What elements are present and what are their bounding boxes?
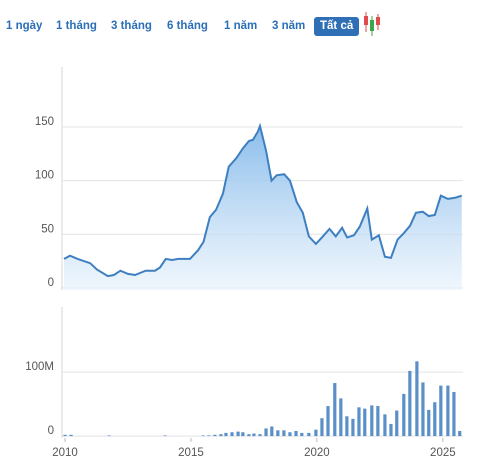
volume-bar bbox=[421, 382, 425, 437]
y-tick-label: 100M bbox=[25, 361, 54, 373]
volume-bar bbox=[300, 432, 304, 437]
volume-bar bbox=[63, 434, 67, 437]
volume-bar bbox=[258, 434, 262, 437]
y-tick-label: 150 bbox=[35, 116, 54, 128]
volume-bar bbox=[224, 432, 228, 437]
volume-bar bbox=[415, 361, 419, 437]
volume-bar bbox=[236, 431, 240, 437]
price-area bbox=[64, 125, 462, 291]
volume-bar bbox=[314, 429, 318, 437]
volume-bar bbox=[402, 393, 406, 437]
volume-bar bbox=[230, 432, 234, 437]
volume-bar bbox=[294, 430, 298, 437]
volume-bar bbox=[427, 409, 431, 437]
volume-bar bbox=[264, 428, 268, 437]
x-tick-label: 2015 bbox=[178, 447, 204, 459]
volume-bar bbox=[320, 418, 324, 437]
volume-bar bbox=[219, 434, 223, 437]
range-button[interactable]: 6 tháng bbox=[167, 20, 208, 32]
volume-bar bbox=[270, 426, 274, 437]
volume-bar bbox=[163, 435, 167, 437]
range-button[interactable]: 1 năm bbox=[224, 20, 258, 32]
volume-bar bbox=[107, 435, 111, 437]
volume-bar bbox=[389, 423, 393, 437]
volume-bar bbox=[458, 430, 462, 437]
volume-bar bbox=[408, 370, 412, 437]
volume-bar bbox=[282, 430, 286, 437]
volume-bar bbox=[288, 432, 292, 437]
volume-bar bbox=[252, 433, 256, 437]
volume-bar bbox=[241, 432, 245, 437]
y-tick-label: 50 bbox=[41, 223, 54, 235]
volume-bar bbox=[439, 385, 443, 437]
volume-bar bbox=[213, 434, 217, 437]
volume-bar bbox=[446, 385, 450, 437]
volume-bar bbox=[201, 435, 205, 437]
volume-bar bbox=[433, 402, 437, 437]
volume-bar bbox=[345, 416, 349, 437]
price-line bbox=[63, 122, 463, 278]
volume-bar bbox=[307, 432, 311, 437]
volume-bar bbox=[333, 383, 337, 437]
volume-bar bbox=[357, 407, 361, 437]
volume-bar bbox=[452, 391, 456, 437]
y-tick-label: 0 bbox=[48, 277, 54, 289]
volume-bar bbox=[207, 435, 211, 437]
volume-bar bbox=[376, 406, 380, 437]
volume-bar bbox=[363, 408, 367, 437]
candlestick-icon[interactable] bbox=[364, 12, 380, 36]
range-button[interactable]: 1 ngày bbox=[6, 20, 43, 32]
range-button[interactable]: 3 tháng bbox=[111, 20, 152, 32]
volume-bar bbox=[339, 398, 343, 437]
range-button[interactable]: Tất cả bbox=[314, 17, 360, 36]
volume-bar bbox=[351, 418, 355, 437]
y-tick-label: 0 bbox=[48, 425, 54, 437]
range-button[interactable]: 3 năm bbox=[272, 20, 306, 32]
volume-bar bbox=[69, 434, 73, 437]
range-button[interactable]: 1 tháng bbox=[56, 20, 97, 32]
y-tick-label: 100 bbox=[35, 170, 54, 182]
x-tick-label: 2020 bbox=[304, 447, 330, 459]
volume-bar bbox=[326, 406, 330, 437]
volume-bar bbox=[395, 410, 399, 437]
volume-bar bbox=[247, 434, 251, 437]
volume-bar bbox=[370, 405, 374, 437]
volume-bar bbox=[383, 414, 387, 437]
x-tick-label: 2010 bbox=[52, 447, 78, 459]
x-tick-label: 2025 bbox=[430, 447, 456, 459]
volume-bar bbox=[276, 430, 280, 437]
